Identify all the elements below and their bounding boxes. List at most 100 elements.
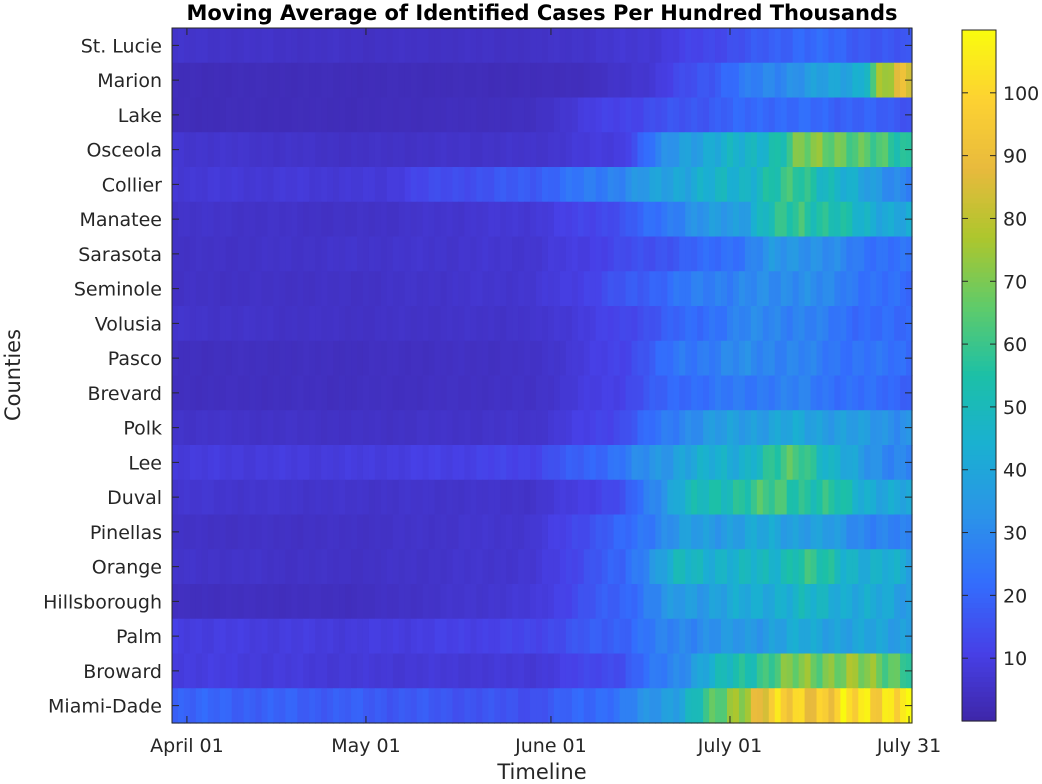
heatmap-cell (536, 375, 543, 411)
heatmap-cell (506, 236, 513, 272)
heatmap-cell (500, 28, 507, 64)
heatmap-cell (249, 132, 257, 168)
heatmap-cell (864, 132, 871, 168)
heatmap-cell (792, 375, 800, 411)
heatmap-cell (362, 688, 370, 724)
heatmap-cell (721, 410, 728, 446)
heatmap-cell (834, 445, 841, 481)
heatmap-cell (762, 618, 770, 655)
heatmap-cell (900, 62, 907, 99)
heatmap-cell (828, 236, 836, 272)
heatmap-cell (488, 445, 495, 481)
heatmap-cell (697, 201, 704, 238)
colorbar-tick-label: 30 (1003, 523, 1027, 545)
heatmap-cell (243, 236, 251, 272)
heatmap-cell (750, 271, 758, 307)
heatmap-cell (237, 584, 245, 620)
heatmap-cell (834, 549, 841, 585)
heatmap-cell (571, 445, 579, 481)
heatmap-cell (607, 97, 615, 133)
heatmap-cell (619, 97, 627, 133)
heatmap-cell (458, 236, 466, 272)
heatmap-cell (858, 28, 865, 64)
heatmap-cell (619, 236, 627, 272)
heatmap-cell (589, 445, 597, 481)
heatmap-cell (339, 271, 346, 307)
heatmap-cell (333, 132, 340, 168)
colorbar-swatch (962, 489, 996, 495)
colorbar-swatch (962, 271, 996, 278)
heatmap-cell (846, 479, 853, 516)
heatmap-cell (691, 618, 698, 655)
heatmap-cell (500, 271, 507, 307)
heatmap-cell (732, 236, 740, 272)
heatmap-cell (183, 340, 191, 377)
heatmap-cell (547, 514, 555, 550)
heatmap-cell (339, 618, 346, 655)
heatmap-cell (542, 201, 549, 238)
heatmap-cell (494, 584, 501, 620)
colorbar-swatch (962, 464, 996, 470)
colorbar-swatch (962, 316, 996, 322)
heatmap-cell (774, 340, 782, 377)
heatmap-cell (452, 549, 460, 585)
heatmap-cell (464, 688, 471, 724)
heatmap-cell (524, 479, 531, 516)
heatmap-cell (565, 340, 573, 377)
heatmap-cell (834, 479, 841, 516)
heatmap-cell (625, 201, 633, 238)
heatmap-cell (882, 479, 889, 516)
heatmap-cell (655, 132, 662, 168)
heatmap-cell (225, 410, 233, 446)
heatmap-cell (398, 445, 406, 481)
heatmap-cell (750, 688, 758, 724)
colorbar-swatch (962, 281, 996, 288)
heatmap-cell (732, 549, 740, 585)
heatmap-cell (362, 28, 370, 64)
heatmap-cell (876, 132, 883, 168)
heatmap-cell (870, 167, 877, 203)
heatmap-cells (172, 28, 913, 724)
heatmap-cell (715, 97, 722, 133)
heatmap-cell (213, 514, 221, 550)
heatmap-cell (321, 410, 328, 446)
heatmap-cell (559, 618, 567, 655)
heatmap-cell (506, 445, 513, 481)
heatmap-cell (685, 201, 692, 238)
heatmap-cell (673, 306, 680, 342)
heatmap-cell (870, 514, 877, 550)
heatmap-cell (798, 688, 806, 724)
heatmap-cell (709, 28, 716, 64)
heatmap-cell (315, 306, 322, 342)
colorbar-swatch (962, 187, 996, 194)
heatmap-cell (858, 479, 865, 516)
heatmap-cell (488, 167, 495, 203)
heatmap-cell (655, 340, 662, 377)
heatmap-cell (547, 97, 555, 133)
colorbar-swatch (962, 99, 996, 105)
heatmap-cell (422, 340, 430, 377)
heatmap-cell (183, 445, 191, 481)
heatmap-cell (601, 28, 609, 64)
heatmap-cell (697, 618, 704, 655)
heatmap-cell (774, 375, 782, 411)
heatmap-cell (882, 201, 889, 238)
heatmap-cell (237, 618, 245, 655)
heatmap-cell (201, 688, 209, 724)
heatmap-cell (542, 618, 549, 655)
heatmap-cell (852, 688, 859, 724)
heatmap-cell (870, 549, 877, 585)
heatmap-cell (792, 514, 800, 550)
heatmap-cell (434, 340, 442, 377)
heatmap-cell (183, 514, 191, 550)
heatmap-cell (428, 28, 436, 64)
heatmap-cell (315, 445, 322, 481)
heatmap-cell (732, 445, 740, 481)
heatmap-cell (798, 306, 806, 342)
heatmap-cell (732, 688, 740, 724)
heatmap-cell (309, 653, 316, 689)
heatmap-cell (392, 688, 400, 724)
heatmap-cell (655, 688, 662, 724)
heatmap-cell (189, 201, 197, 238)
heatmap-cell (727, 271, 734, 307)
